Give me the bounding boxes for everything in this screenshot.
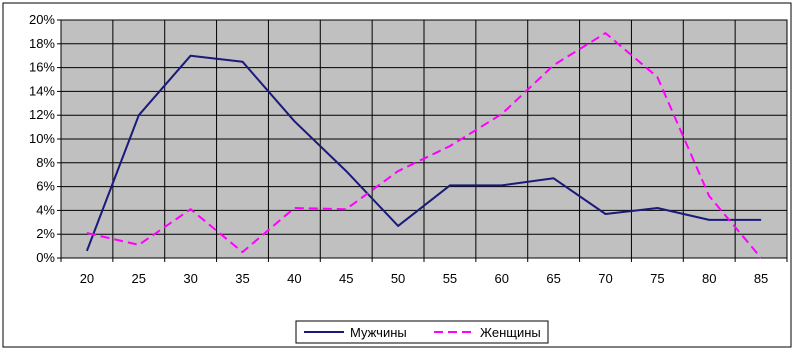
y-tick-label: 0%	[36, 250, 55, 265]
x-tick-label: 70	[598, 271, 612, 286]
y-tick-label: 4%	[36, 202, 55, 217]
y-tick-label: 8%	[36, 155, 55, 170]
legend-box	[295, 320, 549, 344]
x-tick-label: 80	[702, 271, 716, 286]
y-tick-label: 16%	[29, 60, 55, 75]
y-tick-label: 18%	[29, 36, 55, 51]
x-tick-label: 45	[339, 271, 353, 286]
y-tick-label: 12%	[29, 107, 55, 122]
x-tick-label: 85	[754, 271, 768, 286]
series-lines	[85, 32, 762, 259]
x-tick-label: 35	[235, 271, 249, 286]
x-tick-label: 60	[495, 271, 509, 286]
y-tick-label: 10%	[29, 131, 55, 146]
x-tick-label: 25	[132, 271, 146, 286]
x-tick-label: 30	[183, 271, 197, 286]
legend: Мужчины Женщины	[295, 320, 549, 344]
x-tick-label: 20	[80, 271, 94, 286]
plot-frame	[60, 19, 788, 259]
legend-label-men: Мужчины	[350, 325, 407, 340]
x-tick-label: 55	[443, 271, 457, 286]
x-tick-label: 40	[287, 271, 301, 286]
series-line-women	[86, 32, 762, 259]
axes: 0% 2% 4% 6% 8% 10% 12% 14% 16% 18% 20% 20 25 30 35 40 45…	[29, 12, 788, 286]
y-tick-label: 6%	[36, 179, 55, 194]
series-line-men	[85, 54, 762, 252]
x-tick-label: 65	[546, 271, 560, 286]
x-tick-label: 50	[391, 271, 405, 286]
y-tick-label: 2%	[36, 226, 55, 241]
legend-label-women: Женщины	[480, 325, 541, 340]
x-tick-label: 75	[650, 271, 664, 286]
y-tick-label: 20%	[29, 12, 55, 27]
y-tick-label: 14%	[29, 83, 55, 98]
